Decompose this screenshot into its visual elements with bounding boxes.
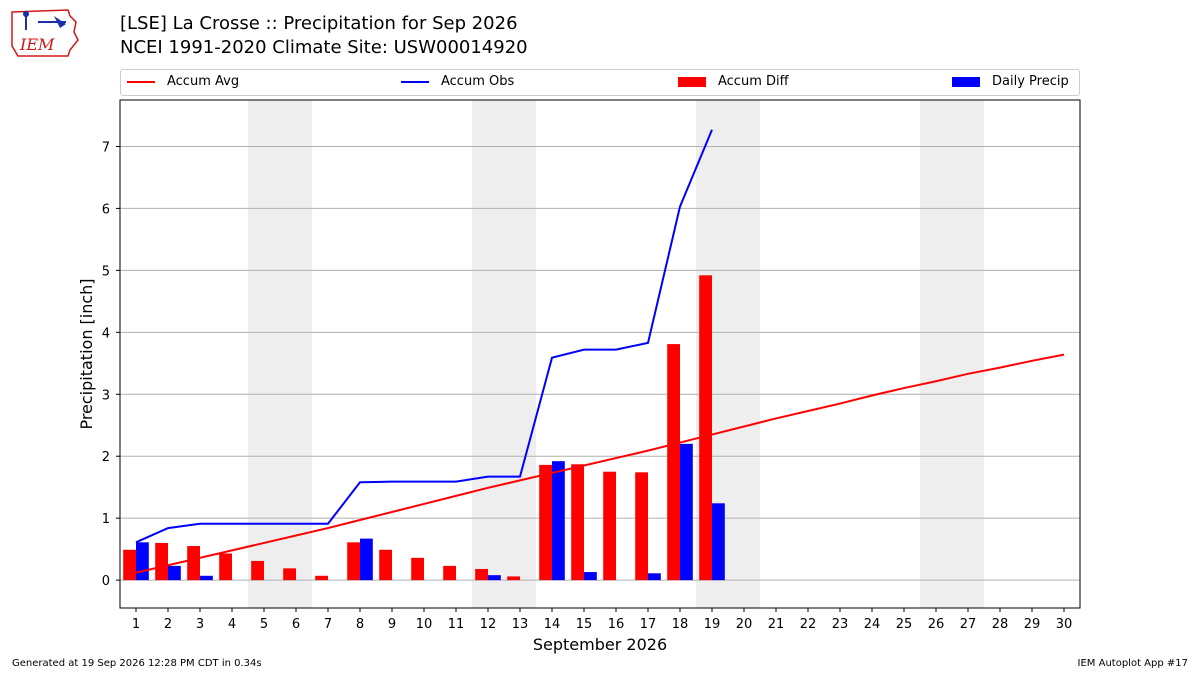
x-tick-label: 13 <box>512 617 529 632</box>
chart-subtitle: NCEI 1991-2020 Climate Site: USW00014920 <box>120 37 528 58</box>
daily-precip-bar <box>680 443 693 581</box>
x-tick-label: 12 <box>480 617 497 632</box>
daily-precip-bar <box>552 461 565 581</box>
y-tick-label: 5 <box>102 264 110 279</box>
x-tick-label: 18 <box>672 617 689 632</box>
x-tick-label: 21 <box>768 617 785 632</box>
daily-precip-bar <box>168 565 181 581</box>
weekend-shade <box>920 100 984 608</box>
x-tick-label: 29 <box>1024 617 1041 632</box>
daily-precip-bar <box>200 575 213 581</box>
legend-swatch-diff <box>678 76 706 87</box>
app-footer: IEM Autoplot App #17 <box>1077 658 1188 669</box>
x-tick-label: 6 <box>292 617 300 632</box>
accum-diff-bar <box>475 568 488 581</box>
legend-item-accum-obs: Accum Obs <box>401 74 514 90</box>
x-tick-label: 5 <box>260 617 268 632</box>
x-tick-label: 20 <box>736 617 753 632</box>
x-tick-label: 27 <box>960 617 977 632</box>
accum-diff-bar <box>283 568 296 581</box>
legend-swatch-obs <box>401 80 429 83</box>
accum-diff-bar <box>571 464 584 581</box>
plot-frame <box>119 99 1081 609</box>
weekend-shade <box>248 100 312 608</box>
daily-precip-bar <box>712 503 725 581</box>
accum-diff-bar <box>379 549 392 581</box>
y-tick-label: 4 <box>102 326 110 341</box>
x-tick-label: 2 <box>164 617 172 632</box>
x-tick-label: 1 <box>132 617 140 632</box>
accum-diff-bar <box>315 575 328 581</box>
legend-item-accum-diff: Accum Diff <box>678 74 789 90</box>
x-tick-label: 10 <box>416 617 433 632</box>
y-tick-label: 1 <box>102 512 110 527</box>
x-tick-label: 24 <box>864 617 881 632</box>
y-tick-label: 0 <box>102 574 110 589</box>
accum-diff-bar <box>667 344 680 581</box>
accum-obs-line <box>135 129 713 544</box>
accum-diff-bar <box>123 549 136 581</box>
x-tick-label: 3 <box>196 617 204 632</box>
accum-diff-bar <box>155 542 168 581</box>
x-axis-label: September 2026 <box>533 635 667 654</box>
x-tick-label: 9 <box>388 617 396 632</box>
legend-swatch-avg <box>127 80 155 83</box>
x-tick-label: 14 <box>544 617 561 632</box>
x-tick-label: 15 <box>576 617 593 632</box>
x-tick-label: 26 <box>928 617 945 632</box>
daily-precip-bar <box>360 538 373 581</box>
accum-diff-bar <box>603 471 616 581</box>
accum-diff-bar <box>347 542 360 581</box>
legend-label-accum-obs: Accum Obs <box>441 74 515 89</box>
accum-avg-line <box>135 353 1065 574</box>
y-tick-label: 7 <box>102 140 110 155</box>
daily-precip-bar <box>584 572 597 581</box>
accum-diff-bar <box>699 275 712 581</box>
accum-diff-bar <box>219 553 232 581</box>
daily-precip-bar <box>488 575 501 581</box>
weekend-shade <box>472 100 536 608</box>
legend-label-daily-precip: Daily Precip <box>992 74 1069 89</box>
legend-swatch-daily <box>952 76 980 87</box>
accum-diff-bar <box>635 472 648 581</box>
accum-diff-bar <box>443 565 456 581</box>
y-tick-label: 6 <box>102 202 110 217</box>
accum-diff-bar <box>251 560 264 581</box>
iem-logo: IEM <box>11 9 79 57</box>
x-tick-label: 19 <box>704 617 721 632</box>
x-tick-label: 23 <box>832 617 849 632</box>
x-tick-label: 25 <box>896 617 913 632</box>
legend-item-accum-avg: Accum Avg <box>127 74 239 90</box>
accum-diff-bar <box>187 546 200 581</box>
legend-label-accum-avg: Accum Avg <box>167 74 240 89</box>
x-tick-label: 16 <box>608 617 625 632</box>
logo-text: IEM <box>19 35 55 54</box>
accum-diff-bar <box>411 557 424 581</box>
y-tick-label: 2 <box>102 450 110 465</box>
x-tick-label: 22 <box>800 617 817 632</box>
y-tick-label: 3 <box>102 388 110 403</box>
x-tick-label: 30 <box>1056 617 1073 632</box>
legend: Accum Avg Accum Obs Accum Diff Daily Pre… <box>120 69 1080 96</box>
generated-footer: Generated at 19 Sep 2026 12:28 PM CDT in… <box>12 658 262 669</box>
x-tick-label: 7 <box>324 617 332 632</box>
x-tick-label: 11 <box>448 617 465 632</box>
daily-precip-bar <box>136 542 149 581</box>
legend-label-accum-diff: Accum Diff <box>718 74 789 89</box>
x-tick-label: 4 <box>228 617 236 632</box>
accum-diff-bar <box>507 576 520 581</box>
accum-diff-bar <box>539 464 552 581</box>
x-tick-label: 28 <box>992 617 1009 632</box>
x-tick-label: 17 <box>640 617 657 632</box>
x-tick-label: 8 <box>356 617 364 632</box>
legend-item-daily-precip: Daily Precip <box>952 74 1069 90</box>
chart-title: [LSE] La Crosse :: Precipitation for Sep… <box>120 13 518 34</box>
daily-precip-bar <box>648 573 661 581</box>
y-axis-label: Precipitation [inch] <box>77 278 96 429</box>
